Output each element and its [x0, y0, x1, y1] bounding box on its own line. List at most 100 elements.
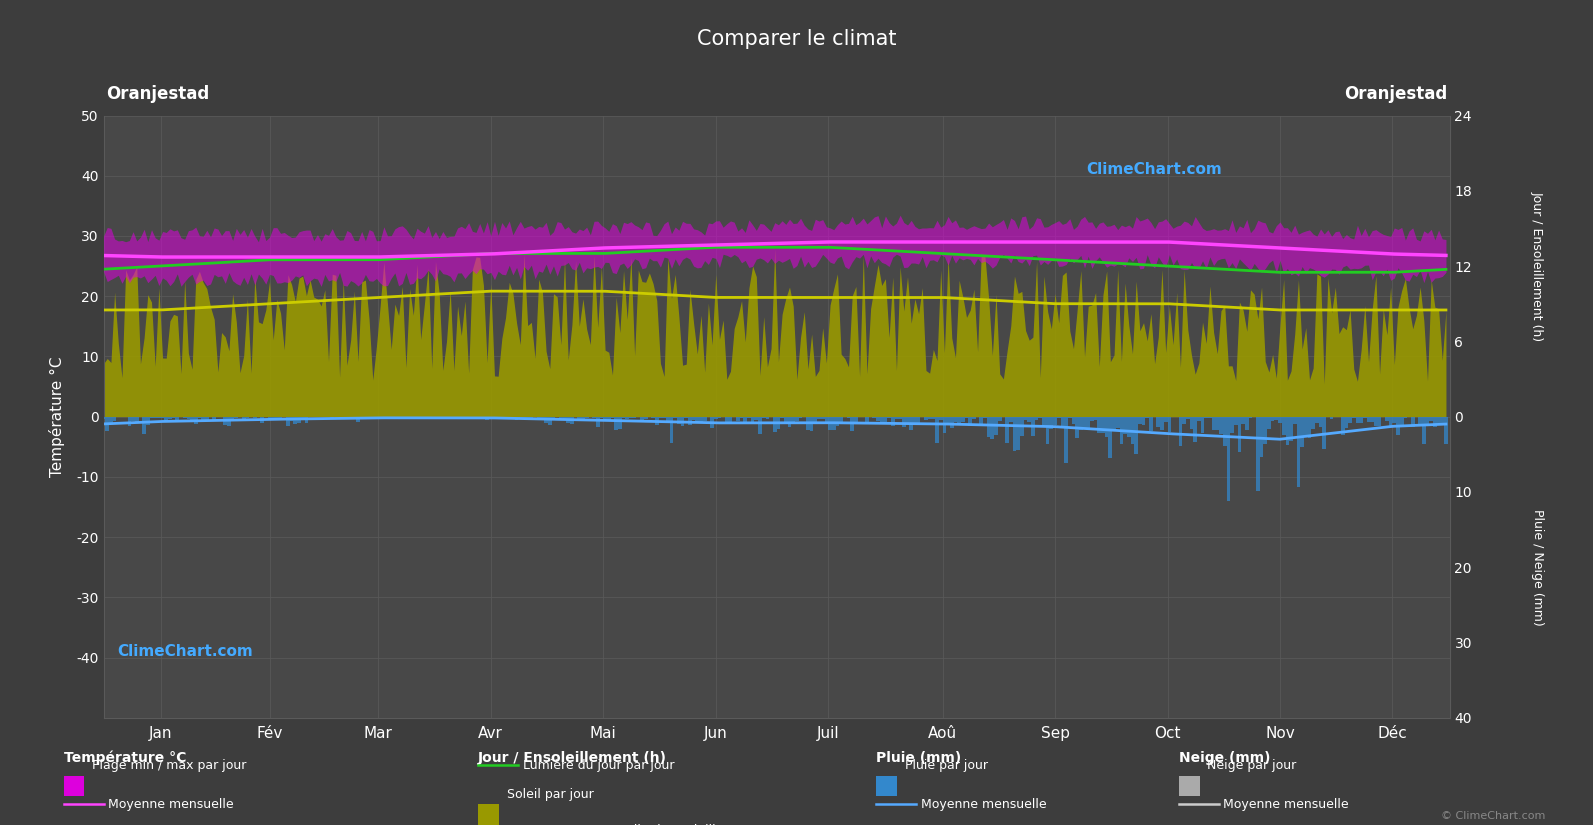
Text: Température °C: Température °C: [64, 751, 186, 766]
Bar: [798, 417, 803, 418]
Bar: [946, 417, 949, 424]
Text: © ClimeChart.com: © ClimeChart.com: [1440, 811, 1545, 821]
Bar: [1145, 417, 1149, 418]
Bar: [1083, 417, 1086, 429]
Bar: [991, 417, 994, 439]
Bar: [895, 417, 898, 418]
Text: Moyenne mensuelle: Moyenne mensuelle: [108, 798, 234, 811]
Bar: [164, 417, 169, 420]
Bar: [725, 417, 728, 422]
Bar: [832, 417, 836, 430]
Bar: [1344, 417, 1348, 428]
Bar: [1219, 417, 1223, 434]
Bar: [1437, 417, 1440, 422]
Bar: [1137, 417, 1142, 423]
Bar: [330, 417, 335, 419]
Bar: [371, 417, 374, 418]
Text: Pluie par jour: Pluie par jour: [905, 759, 988, 771]
Bar: [658, 417, 663, 418]
Bar: [1249, 417, 1252, 418]
Bar: [781, 417, 784, 418]
Bar: [954, 417, 957, 422]
Bar: [669, 417, 674, 443]
Bar: [1263, 417, 1266, 444]
Bar: [865, 417, 868, 423]
Bar: [172, 417, 175, 418]
Bar: [1020, 417, 1024, 436]
Bar: [935, 417, 938, 443]
Bar: [776, 417, 781, 429]
Bar: [629, 417, 632, 418]
Bar: [175, 417, 178, 422]
Bar: [739, 417, 744, 418]
Bar: [972, 417, 977, 419]
Bar: [1230, 417, 1235, 433]
Bar: [1061, 417, 1064, 427]
Text: Soleil par jour: Soleil par jour: [507, 788, 593, 800]
Text: Jour / Ensoleillement (h): Jour / Ensoleillement (h): [478, 751, 667, 765]
Y-axis label: Température °C: Température °C: [49, 356, 65, 477]
Bar: [1440, 417, 1445, 424]
Text: Lumière du jour par jour: Lumière du jour par jour: [523, 759, 674, 771]
Bar: [523, 417, 526, 418]
Text: Oranjestad: Oranjestad: [1343, 86, 1446, 103]
Bar: [113, 417, 116, 421]
Bar: [1260, 417, 1263, 457]
Bar: [1403, 417, 1407, 418]
Bar: [792, 417, 795, 422]
Bar: [854, 417, 857, 422]
Bar: [497, 417, 500, 418]
Text: Pluie (mm): Pluie (mm): [876, 751, 962, 765]
Bar: [593, 417, 596, 418]
Bar: [1196, 417, 1201, 421]
Bar: [1053, 417, 1056, 425]
Bar: [374, 417, 378, 418]
Bar: [596, 417, 599, 427]
Bar: [570, 417, 573, 424]
Bar: [1072, 417, 1075, 424]
Bar: [108, 417, 113, 423]
Bar: [1235, 417, 1238, 426]
Bar: [304, 417, 307, 423]
Bar: [1182, 417, 1185, 424]
Bar: [1274, 417, 1278, 421]
Bar: [906, 417, 910, 424]
Bar: [1016, 417, 1020, 450]
Bar: [360, 417, 363, 418]
Bar: [1106, 417, 1109, 437]
Text: Oranjestad: Oranjestad: [107, 86, 210, 103]
Bar: [1157, 417, 1160, 427]
Bar: [1330, 417, 1333, 419]
Bar: [545, 417, 548, 422]
Bar: [618, 417, 621, 428]
Bar: [169, 417, 172, 419]
Bar: [795, 417, 798, 422]
Bar: [1311, 417, 1314, 429]
Bar: [696, 417, 699, 423]
Bar: [529, 417, 534, 418]
Bar: [828, 417, 832, 431]
Bar: [142, 417, 147, 434]
Bar: [301, 417, 304, 419]
Bar: [1215, 417, 1219, 430]
Bar: [1395, 417, 1400, 436]
Bar: [537, 417, 540, 419]
Bar: [1149, 417, 1153, 431]
Bar: [836, 417, 840, 426]
Bar: [626, 417, 629, 419]
Bar: [986, 417, 991, 437]
Bar: [1201, 417, 1204, 433]
Bar: [1282, 417, 1286, 435]
Bar: [957, 417, 961, 423]
Bar: [879, 417, 884, 424]
Bar: [212, 417, 217, 422]
Bar: [1319, 417, 1322, 427]
Bar: [253, 417, 256, 418]
Bar: [640, 417, 644, 420]
Bar: [913, 417, 916, 424]
Bar: [1370, 417, 1375, 422]
Bar: [1289, 417, 1294, 441]
Bar: [105, 417, 108, 431]
Bar: [677, 417, 680, 423]
Bar: [1297, 417, 1300, 487]
